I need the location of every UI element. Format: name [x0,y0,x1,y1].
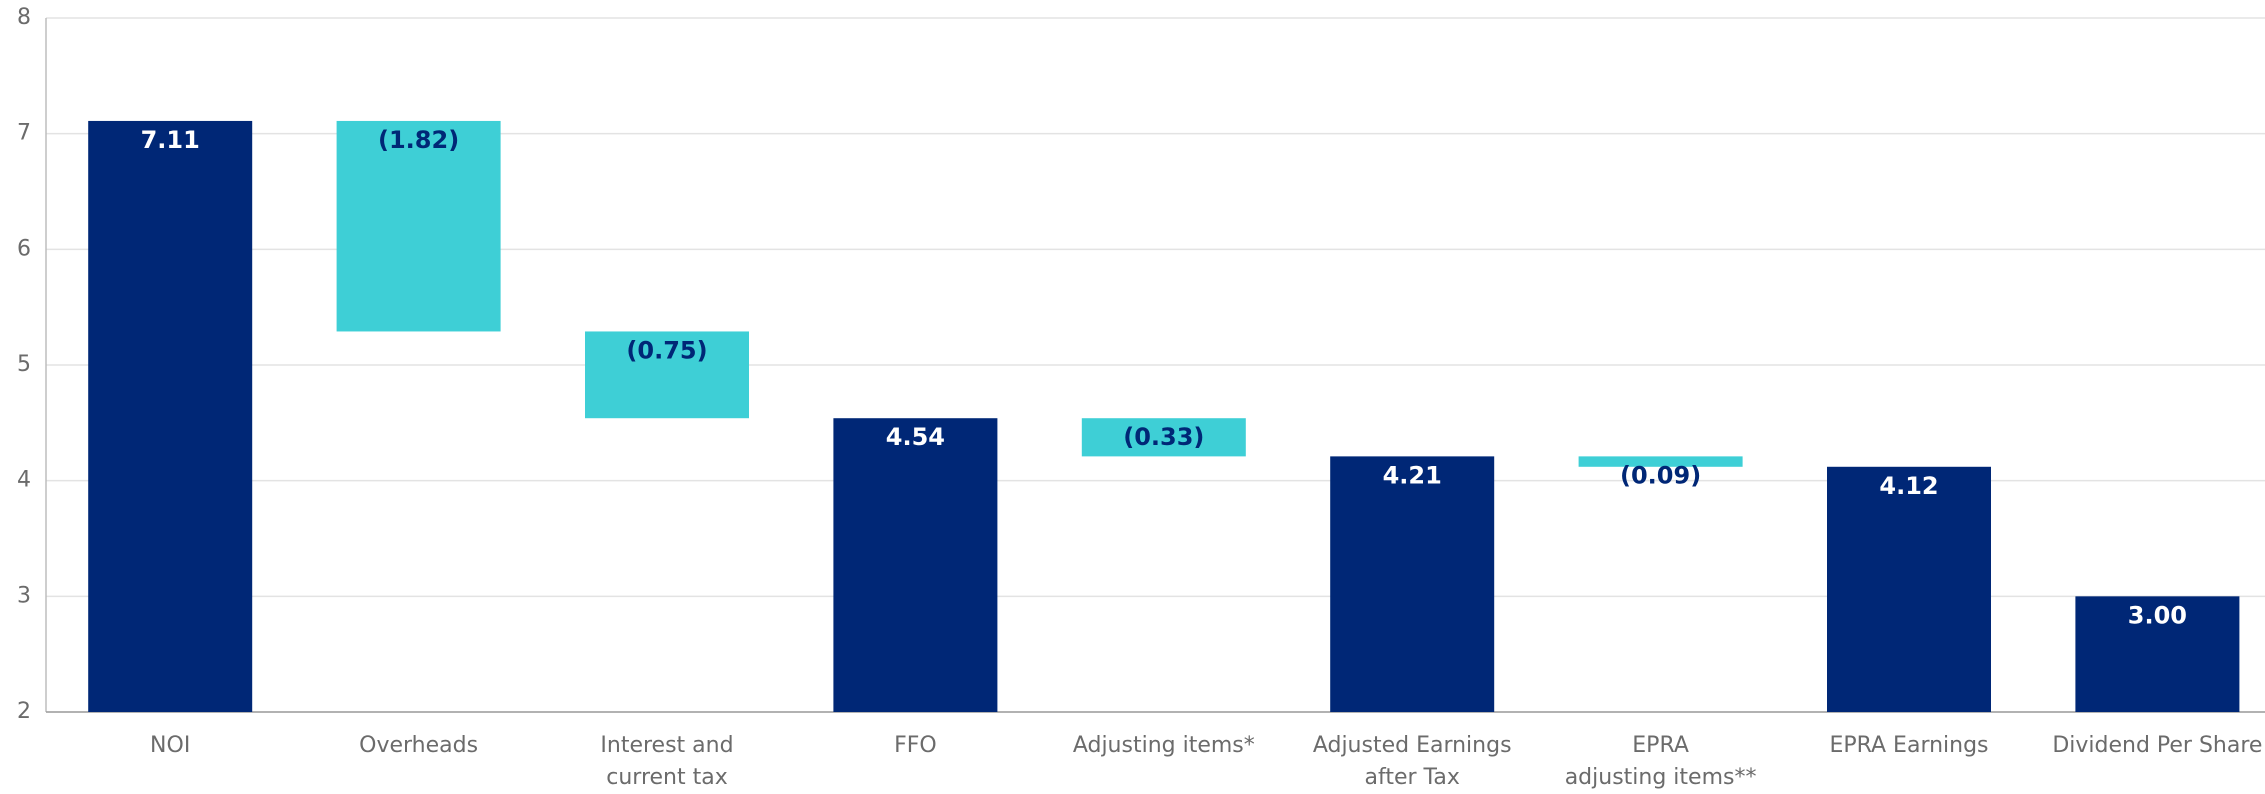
bar [585,331,749,419]
y-tick-label: 8 [17,5,31,30]
value-label: (1.82) [378,126,459,154]
bar [1578,456,1743,467]
y-tick-label: 6 [17,236,31,261]
bar [336,120,501,332]
y-tick-label: 7 [17,121,31,146]
value-label: 4.12 [1879,472,1938,500]
x-tick-label: Adjusting items* [1072,733,1255,758]
value-label: (0.33) [1123,423,1204,451]
x-tick-label: FFO [894,733,937,758]
value-label: 4.54 [886,423,945,451]
value-label: (0.75) [626,336,707,364]
x-tick-label: Dividend Per Share [2052,733,2263,758]
y-tick-label: 2 [17,699,31,724]
x-tick-label: EPRA Earnings [1829,733,1989,758]
bar [88,120,253,712]
bar [2075,596,2240,712]
y-tick-label: 5 [17,352,31,377]
y-tick-label: 4 [17,468,31,493]
x-tick-label: Interest and current tax [600,733,734,790]
x-tick-label: Overheads [359,733,479,758]
x-tick-label: Adjusted Earnings after Tax [1312,733,1512,790]
bar [833,418,998,712]
bar [1827,466,1991,712]
value-label: 4.21 [1383,461,1442,489]
x-tick-label: EPRA adjusting items** [1564,733,1757,790]
y-tick-label: 3 [17,583,31,608]
bar [1330,456,1495,712]
bar [1081,418,1246,457]
value-label: 7.11 [141,126,200,154]
x-tick-label: NOI [150,733,191,758]
value-label: (0.09) [1620,461,1701,489]
value-label: 3.00 [2128,601,2187,629]
